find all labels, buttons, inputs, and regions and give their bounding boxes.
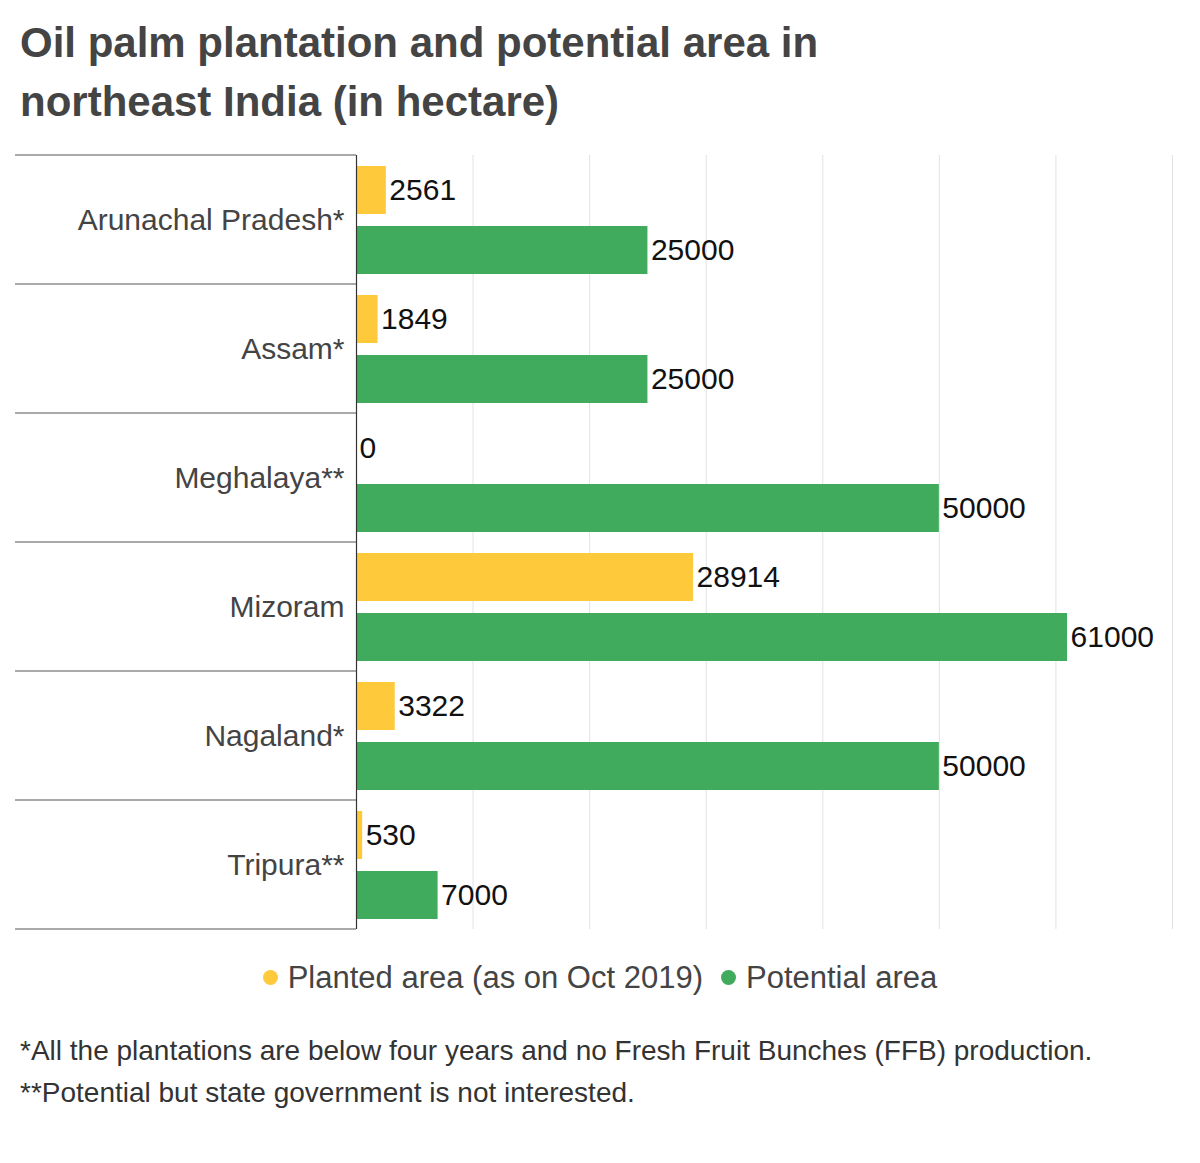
svg-text:Arunachal Pradesh*: Arunachal Pradesh* (78, 202, 345, 235)
svg-text:25000: 25000 (651, 362, 734, 395)
svg-text:28914: 28914 (697, 560, 780, 593)
svg-text:Tripura**: Tripura** (227, 847, 345, 880)
html-text:Planted area (as on Oct 2019): Planted area (as on Oct 2019) (287, 959, 703, 995)
svg-text:3322: 3322 (398, 689, 465, 722)
svg-text:0: 0 (360, 431, 377, 464)
svg-text:Nagaland*: Nagaland* (204, 718, 344, 751)
html-text:Potential area: Potential area (746, 959, 938, 995)
svg-text:530: 530 (366, 818, 416, 851)
svg-text:61000: 61000 (1071, 620, 1154, 653)
svg-text:50000: 50000 (942, 491, 1025, 524)
svg-text:Meghalaya**: Meghalaya** (174, 460, 344, 493)
html-text:*All the plantations are below: *All the plantations are below four year… (20, 1034, 1093, 1108)
svg-text:7000: 7000 (441, 878, 508, 911)
svg-text:50000: 50000 (942, 749, 1025, 782)
svg-text:Assam*: Assam* (241, 331, 345, 364)
svg-text:2561: 2561 (389, 173, 456, 206)
html-text:Oil palm plantation and potent: Oil palm plantation and potential area i… (20, 19, 819, 125)
svg-text:25000: 25000 (651, 233, 734, 266)
svg-text:Mizoram: Mizoram (229, 589, 344, 622)
svg-text:1849: 1849 (381, 302, 448, 335)
